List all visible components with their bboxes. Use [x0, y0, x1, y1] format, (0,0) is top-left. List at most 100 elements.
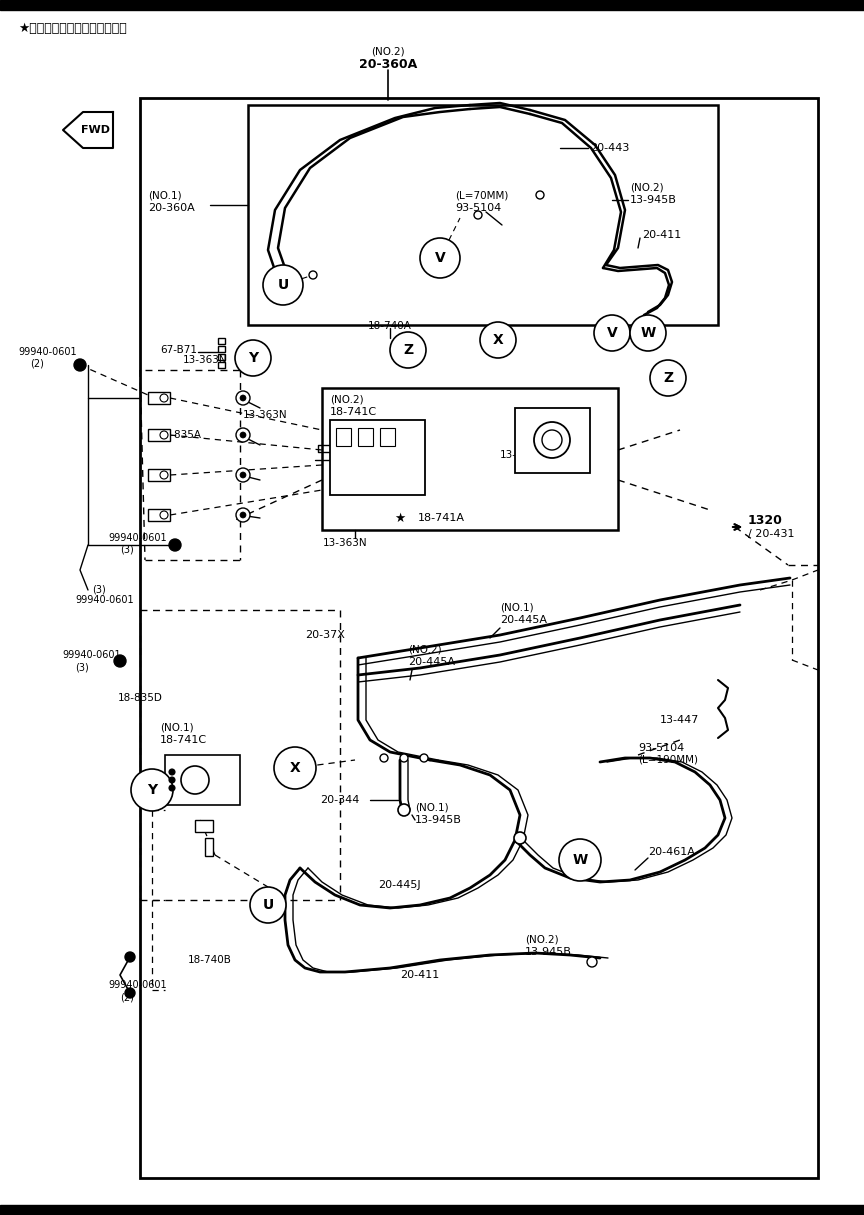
Text: 18-835D: 18-835D	[118, 693, 163, 703]
Text: 18-741A: 18-741A	[418, 513, 465, 522]
Circle shape	[125, 953, 135, 962]
Text: 67-B71: 67-B71	[160, 345, 197, 355]
Bar	[218, 338, 225, 344]
Circle shape	[169, 539, 181, 550]
Text: (NO.2): (NO.2)	[330, 395, 364, 405]
Circle shape	[390, 332, 426, 368]
Circle shape	[309, 271, 317, 279]
Text: FWD: FWD	[80, 125, 110, 135]
Circle shape	[236, 508, 250, 522]
Circle shape	[420, 755, 428, 762]
Text: (NO.1): (NO.1)	[148, 190, 181, 200]
Circle shape	[650, 360, 686, 396]
Text: 13-363N: 13-363N	[323, 538, 367, 548]
Text: Z: Z	[403, 343, 413, 357]
Text: U: U	[277, 278, 289, 292]
Text: W: W	[640, 326, 656, 340]
Text: 99940-0601: 99940-0601	[108, 981, 167, 990]
Circle shape	[480, 322, 516, 358]
Text: (NO.2): (NO.2)	[408, 645, 442, 655]
Text: 20-461A: 20-461A	[648, 847, 695, 857]
Text: 20-445A: 20-445A	[500, 615, 547, 625]
Circle shape	[235, 340, 271, 375]
Circle shape	[240, 433, 246, 437]
Text: (L=70MM): (L=70MM)	[455, 190, 508, 200]
Circle shape	[240, 512, 246, 518]
Circle shape	[160, 512, 168, 519]
Bar	[218, 354, 225, 360]
Text: 13-363N: 13-363N	[183, 355, 227, 364]
Text: 13-945B: 13-945B	[630, 194, 677, 205]
Text: 1320: 1320	[748, 514, 783, 526]
Text: (NO.1): (NO.1)	[415, 803, 448, 813]
Text: 13-945B: 13-945B	[415, 815, 462, 825]
Circle shape	[169, 769, 175, 775]
Text: (3): (3)	[92, 584, 105, 595]
Text: V: V	[435, 252, 445, 265]
Circle shape	[125, 988, 135, 998]
Text: U: U	[263, 898, 274, 912]
Text: 18-835A: 18-835A	[158, 430, 202, 440]
Text: 20-37X: 20-37X	[305, 631, 345, 640]
Circle shape	[420, 238, 460, 278]
Text: W: W	[572, 853, 588, 868]
Circle shape	[514, 832, 526, 844]
Circle shape	[250, 887, 286, 923]
Polygon shape	[63, 112, 113, 148]
Bar	[195, 820, 213, 832]
Circle shape	[160, 471, 168, 479]
Bar	[380, 428, 395, 446]
Circle shape	[263, 265, 303, 305]
Text: V: V	[607, 326, 618, 340]
Text: 20-411: 20-411	[400, 970, 439, 981]
Circle shape	[534, 422, 570, 458]
Circle shape	[114, 655, 126, 667]
Text: 13-363N: 13-363N	[243, 409, 288, 420]
Text: (NO.1): (NO.1)	[500, 603, 534, 614]
Circle shape	[240, 395, 246, 401]
Text: 20-360A: 20-360A	[359, 57, 417, 70]
Text: 20-445J: 20-445J	[378, 880, 421, 891]
Text: 20-445A: 20-445A	[408, 657, 455, 667]
Circle shape	[236, 391, 250, 405]
Bar	[330, 420, 425, 495]
Text: 20-411: 20-411	[642, 230, 681, 241]
Text: 99940-0601: 99940-0601	[62, 650, 121, 660]
Bar	[148, 469, 170, 481]
Circle shape	[536, 191, 544, 199]
Text: 18-740B: 18-740B	[188, 955, 232, 965]
Text: 20-443: 20-443	[590, 143, 629, 153]
Text: (2): (2)	[30, 358, 44, 369]
Circle shape	[398, 804, 410, 816]
Text: 20-360A: 20-360A	[148, 203, 194, 213]
Circle shape	[542, 430, 562, 450]
Text: (NO.1): (NO.1)	[160, 723, 194, 733]
Circle shape	[240, 471, 246, 477]
Text: (3): (3)	[120, 546, 134, 555]
Bar	[0, 0, 864, 10]
Circle shape	[594, 315, 630, 351]
Text: 18-740A: 18-740A	[368, 321, 412, 330]
Text: 13-945B: 13-945B	[525, 946, 572, 957]
Bar	[0, 1205, 864, 1215]
Text: / 20-431: / 20-431	[748, 529, 795, 539]
Text: Y: Y	[248, 351, 258, 364]
Bar	[148, 429, 170, 441]
Bar	[358, 428, 373, 446]
Text: 13-447: 13-447	[660, 714, 699, 725]
Text: (NO.2): (NO.2)	[372, 47, 405, 57]
Text: 93-5104: 93-5104	[638, 744, 684, 753]
Circle shape	[74, 358, 86, 371]
Circle shape	[160, 431, 168, 439]
Text: (2): (2)	[120, 991, 134, 1002]
Text: 99940-0601: 99940-0601	[18, 347, 77, 357]
Circle shape	[169, 778, 175, 782]
Circle shape	[474, 211, 482, 219]
Text: (3): (3)	[75, 662, 89, 672]
Circle shape	[587, 957, 597, 967]
Text: ★: ★	[394, 512, 405, 525]
Circle shape	[274, 747, 316, 789]
Text: (NO.2): (NO.2)	[630, 183, 664, 193]
Circle shape	[181, 765, 209, 793]
Circle shape	[131, 769, 173, 810]
